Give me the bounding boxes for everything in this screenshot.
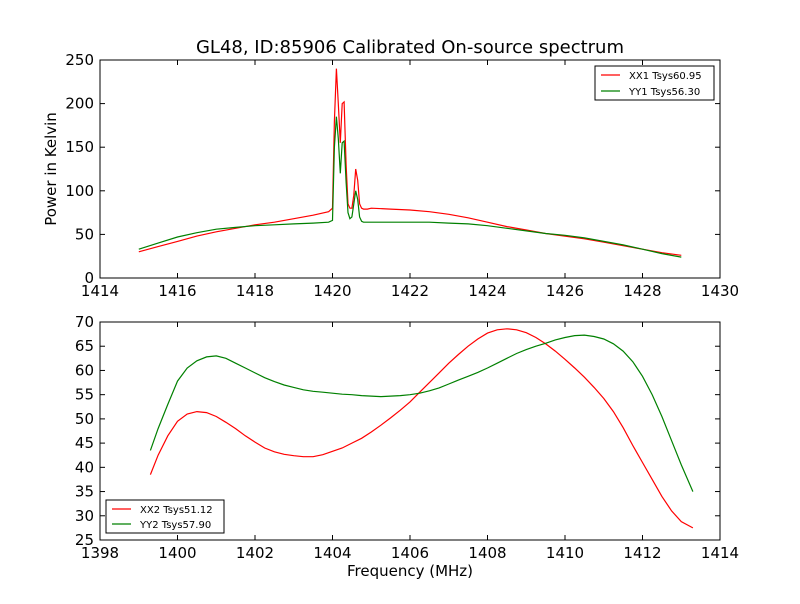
bottom-x-tick-label: 1400 (158, 544, 196, 562)
top-y-tick-label: 0 (84, 269, 94, 287)
bottom-y-tick-label: 35 (75, 483, 94, 501)
bottom-x-tick-label: 1406 (391, 544, 429, 562)
top-y-tick-label: 200 (65, 95, 94, 113)
top-series-line-2 (138, 116, 682, 258)
top-x-tick-label: 1426 (546, 282, 584, 300)
bottom-y-tick-label: 65 (75, 337, 94, 355)
bottom-x-tick-label: 1408 (468, 544, 506, 562)
bottom-x-tick-label: 1404 (313, 544, 351, 562)
bottom-x-axis-label: Frequency (MHz) (347, 562, 473, 580)
top-x-tick-label: 1430 (701, 282, 739, 300)
top-legend-label-yy1: YY1 Tsys56.30 (628, 87, 700, 98)
bottom-y-tick-label: 40 (75, 458, 94, 476)
bottom-y-tick-label: 45 (75, 434, 94, 452)
top-legend-label-xx1: XX1 Tsys60.95 (629, 71, 702, 82)
top-y-tick-label: 50 (75, 225, 94, 243)
bottom-legend-box (105, 499, 225, 534)
bottom-y-tick-label: 50 (75, 410, 94, 428)
top-legend-box (594, 65, 715, 101)
top-ticks-layer: 1414 1416 1418 1420 1422 1424 1426 1428 1430 0 50 1… (65, 51, 739, 300)
bottom-y-tick-label: 60 (75, 361, 94, 379)
top-y-tick-label: 100 (65, 182, 94, 200)
top-x-tick-label: 1424 (468, 282, 506, 300)
top-panel: 1414 1416 1418 1420 1422 1424 1426 1428 1430 0 50 1… (42, 51, 739, 300)
top-x-tick-label: 1422 (391, 282, 429, 300)
bottom-y-tick-label: 70 (75, 313, 94, 331)
chart-title: GL48, ID:85906 Calibrated On-source spec… (196, 37, 624, 58)
bottom-x-tick-label: 1402 (236, 544, 274, 562)
bottom-y-tick-label: 25 (75, 531, 94, 549)
bottom-legend: XX2 Tsys51.12 YY2 Tsys57.90 (105, 499, 225, 534)
top-legend: XX1 Tsys60.95 YY1 Tsys56.30 (594, 65, 715, 101)
bottom-x-tick-label: 1398 (81, 544, 119, 562)
bottom-x-tick-label: 1414 (701, 544, 739, 562)
top-series-layer (138, 68, 682, 258)
top-x-tick-label: 1414 (81, 282, 119, 300)
top-x-tick-label: 1428 (623, 282, 661, 300)
bottom-y-tick-label: 30 (75, 507, 94, 525)
bottom-legend-label-xx2: XX2 Tsys51.12 (140, 505, 213, 516)
bottom-y-tick-label: 55 (75, 386, 94, 404)
top-y-axis-label: Power in Kelvin (42, 112, 60, 226)
bottom-panel: 1398 1400 1402 1404 1406 1408 1410 1412 1414 25 30… (75, 313, 739, 580)
top-y-tick-label: 250 (65, 51, 94, 69)
bottom-series-layer (149, 328, 694, 529)
top-x-tick-label: 1418 (236, 282, 274, 300)
top-x-tick-label: 1416 (158, 282, 196, 300)
top-y-tick-label: 150 (65, 138, 94, 156)
bottom-x-tick-label: 1412 (623, 544, 661, 562)
bottom-series-line-2 (149, 334, 694, 492)
bottom-series-line-1 (149, 328, 694, 529)
bottom-legend-label-yy2: YY2 Tsys57.90 (139, 520, 211, 531)
bottom-ticks-layer: 1398 1400 1402 1404 1406 1408 1410 1412 1414 25 30… (75, 313, 739, 562)
bottom-x-tick-label: 1410 (546, 544, 584, 562)
top-x-tick-label: 1420 (313, 282, 351, 300)
